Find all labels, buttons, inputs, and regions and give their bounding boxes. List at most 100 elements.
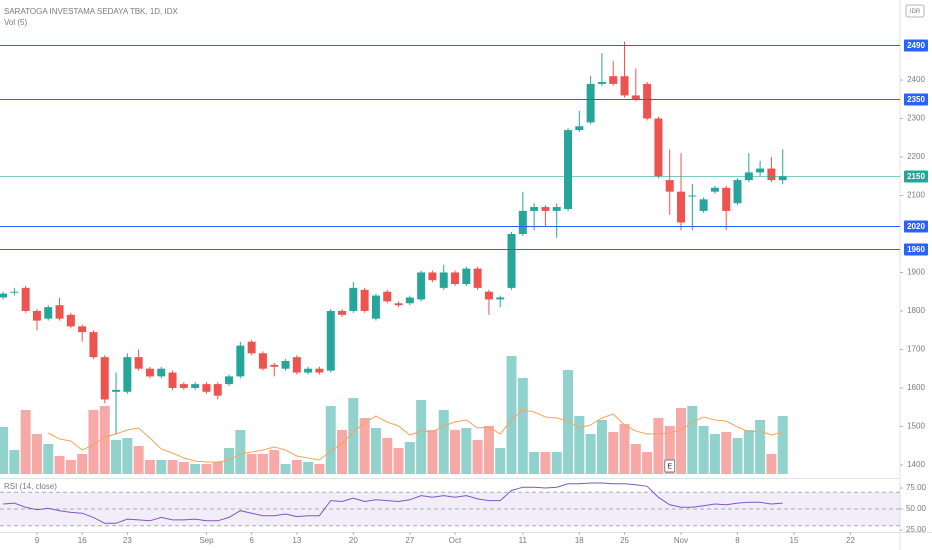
y-tick-label: 1400 <box>907 460 925 469</box>
x-tick-label: 6 <box>249 536 254 545</box>
candle-body <box>371 295 380 319</box>
candle-body <box>552 207 561 211</box>
candle-body <box>157 368 166 377</box>
volume-bar <box>167 460 178 474</box>
candle-body <box>44 307 53 319</box>
currency-label[interactable]: IDR <box>910 9 921 15</box>
volume-bar <box>99 406 110 474</box>
x-tick-label: 23 <box>123 536 132 545</box>
candle-body <box>66 314 75 327</box>
x-tick-label: Oct <box>449 536 462 545</box>
volume-bar <box>664 426 675 474</box>
x-tick-label: 11 <box>519 536 528 545</box>
candle-body <box>168 372 177 388</box>
candle-body <box>451 272 460 285</box>
x-tick-label: 25 <box>620 536 629 545</box>
x-tick-label: 15 <box>790 536 799 545</box>
y-tick-label: 2400 <box>907 75 925 84</box>
candle-body <box>405 297 414 304</box>
volume-bar <box>156 460 167 474</box>
volume-bar <box>246 454 257 474</box>
volume-bar <box>676 408 687 474</box>
candle-body <box>733 180 742 204</box>
candle-body <box>179 384 188 388</box>
volume-bar <box>269 450 280 474</box>
candle-body <box>383 291 392 302</box>
y-tick-label: 1900 <box>907 268 925 277</box>
candle-body <box>258 353 267 369</box>
volume-bar <box>9 450 20 474</box>
candle-body <box>677 191 686 223</box>
plot-layer: 1400 1500 1600 1700 1800 1900 2100 2200 2300 2400… <box>0 39 928 545</box>
volume-bar <box>483 426 494 474</box>
volume-bar <box>404 442 415 474</box>
chart-title: SARATOGA INVESTAMA SEDAYA TBK, 1D, IDX <box>4 7 178 16</box>
volume-bar <box>122 438 133 474</box>
candle-body <box>123 357 132 392</box>
x-tick-label: 27 <box>405 536 414 545</box>
candle-body <box>338 310 347 315</box>
candle-body <box>247 341 256 354</box>
volume-bar <box>0 427 9 474</box>
volume-bar <box>77 454 88 474</box>
volume-bar <box>438 410 449 474</box>
candle-body <box>530 207 539 211</box>
candle-body <box>0 293 8 298</box>
candle-body <box>484 291 493 300</box>
volume-bar <box>551 452 562 474</box>
currency-badge[interactable] <box>905 4 925 18</box>
candle-body <box>778 176 787 181</box>
level-label: 2020 <box>907 222 925 231</box>
volume-bar <box>280 464 291 474</box>
volume-ma-line <box>47 409 783 463</box>
volume-bar <box>495 448 506 474</box>
y-tick-label: 1600 <box>907 383 925 392</box>
candle-body <box>575 126 584 131</box>
volume-bar <box>235 430 246 474</box>
volume-bar <box>619 424 630 474</box>
volume-bar <box>359 418 370 474</box>
volume-bar <box>65 460 76 474</box>
volume-bar <box>31 434 42 474</box>
rsi-tick-label: 50.00 <box>906 504 927 513</box>
candle-body <box>620 76 629 96</box>
candle-body <box>32 310 41 321</box>
volume-bar <box>574 416 585 474</box>
volume-bar <box>766 454 777 474</box>
candle-body <box>21 287 30 311</box>
y-tick-label: 2300 <box>907 114 925 123</box>
candle-body <box>507 233 516 288</box>
candle-body <box>326 310 335 371</box>
volume-bar <box>653 418 664 474</box>
level-label: 1960 <box>907 245 925 254</box>
candle-body <box>439 272 448 288</box>
candle-body <box>710 187 719 192</box>
level-badge <box>904 170 928 183</box>
candle-body <box>134 357 143 369</box>
candle-body <box>518 210 527 234</box>
volume-bar <box>393 448 404 474</box>
volume-bar <box>314 464 325 474</box>
volume-bar <box>755 420 766 474</box>
candle-body <box>281 361 290 369</box>
volume-label: Vol (5) <box>4 18 27 27</box>
candle-body <box>191 384 200 388</box>
volume-bar <box>472 440 483 474</box>
volume-bar <box>201 464 212 474</box>
candle-body <box>541 207 550 211</box>
volume-bar <box>325 406 336 474</box>
volume-bar <box>144 460 155 474</box>
x-tick-label: 9 <box>35 536 40 545</box>
volume-bar <box>687 406 698 474</box>
volume-bar <box>777 416 788 474</box>
volume-bar <box>461 428 472 474</box>
candle-body <box>722 187 731 211</box>
y-tick-label: 1700 <box>907 345 925 354</box>
candle-body <box>756 168 765 173</box>
volume-bar <box>450 430 461 474</box>
volume-bar <box>190 464 201 474</box>
candle-body <box>360 289 369 311</box>
volume-bar <box>563 370 574 474</box>
volume-bar <box>630 444 641 474</box>
y-tick-label: 2100 <box>907 191 925 200</box>
